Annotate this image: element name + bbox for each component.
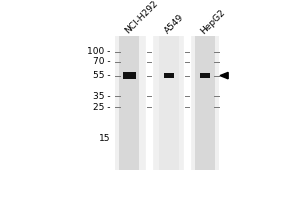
Polygon shape xyxy=(220,72,228,79)
Bar xyxy=(195,36,215,170)
Bar xyxy=(164,73,174,78)
Text: 15: 15 xyxy=(99,134,111,143)
Text: 35 -: 35 - xyxy=(93,92,111,101)
Text: 25 -: 25 - xyxy=(93,103,111,112)
Text: NCI-H292: NCI-H292 xyxy=(123,0,160,36)
Bar xyxy=(159,36,179,170)
Text: 70 -: 70 - xyxy=(93,57,111,66)
Bar xyxy=(116,36,219,170)
Text: 100 -: 100 - xyxy=(87,47,111,56)
Bar xyxy=(123,72,136,79)
Bar xyxy=(119,36,139,170)
Bar xyxy=(200,73,210,78)
Text: HepG2: HepG2 xyxy=(199,7,226,36)
Text: 55 -: 55 - xyxy=(93,71,111,80)
Text: A549: A549 xyxy=(163,13,185,36)
